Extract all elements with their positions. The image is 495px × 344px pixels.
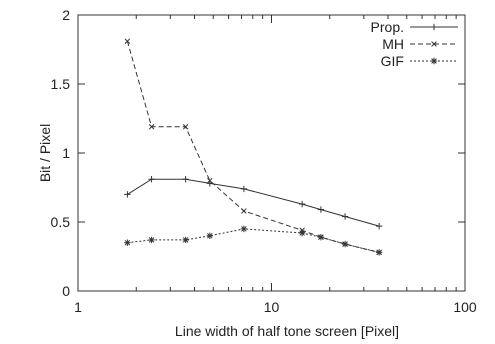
y-tick-label: 0.5 (51, 214, 71, 230)
series-marker (431, 41, 437, 47)
series-line-mh (126, 41, 380, 253)
y-tick-label: 1.5 (51, 76, 71, 92)
marker-stroke (148, 237, 155, 243)
x-tick-label: 100 (453, 299, 477, 315)
marker-stroke (124, 239, 131, 246)
series-marker (298, 200, 306, 208)
series-marker (124, 191, 131, 198)
y-axis-label: Bit / Pixel (37, 124, 53, 182)
y-tick-label: 2 (62, 7, 70, 23)
series-marker (124, 239, 131, 246)
marker-stroke (148, 124, 155, 130)
series-line-gif (127, 228, 380, 253)
y-tick-label: 0 (62, 283, 70, 299)
series-marker (341, 240, 349, 248)
marker-stroke (241, 226, 247, 232)
legend-entry: Prop. (371, 19, 458, 35)
x-tick-label: 10 (264, 299, 280, 315)
legend-label: Prop. (371, 19, 404, 35)
series-marker (341, 213, 349, 220)
series-marker (298, 229, 306, 237)
series-marker (124, 38, 131, 44)
marker-stroke (431, 58, 437, 64)
series-marker (148, 236, 155, 244)
marker-stroke (124, 38, 131, 44)
series-marker (182, 236, 189, 244)
series-marker (148, 176, 155, 183)
series-line-prop (127, 178, 380, 227)
marker-stroke (207, 233, 213, 239)
y-tick-label: 1 (62, 145, 70, 161)
marker-stroke (182, 124, 189, 130)
x-tick-label: 1 (74, 299, 82, 315)
marker-stroke (342, 241, 348, 247)
marker-stroke (207, 177, 213, 184)
marker-stroke (376, 249, 382, 256)
series-marker (430, 23, 438, 31)
series-marker (375, 222, 383, 230)
marker-stroke (241, 208, 247, 214)
marker-stroke (431, 41, 437, 47)
marker-stroke (182, 237, 189, 243)
series-marker (206, 232, 214, 239)
series-marker (317, 206, 325, 213)
series-marker (240, 185, 248, 193)
axes-layer: 0 0.5 1 1.5 2 1 10 100 (51, 7, 477, 315)
legend-label: MH (382, 36, 404, 52)
series-marker (241, 208, 247, 214)
series-marker (317, 233, 325, 241)
plot-layer (124, 38, 383, 256)
marker-stroke (299, 230, 305, 236)
series-marker (240, 225, 248, 233)
series-marker (182, 176, 189, 183)
legend-entry: GIF (381, 53, 458, 69)
legend-entry: MH (382, 36, 458, 52)
series-marker (148, 124, 155, 130)
marker-stroke (318, 234, 324, 240)
series-marker (207, 177, 213, 184)
series-marker (430, 57, 438, 65)
series-marker (375, 249, 383, 256)
series-marker (182, 124, 189, 130)
plot-frame (77, 14, 466, 292)
legend-label: GIF (381, 53, 404, 69)
x-axis-label: Line width of half tone screen [Pixel] (175, 323, 399, 339)
